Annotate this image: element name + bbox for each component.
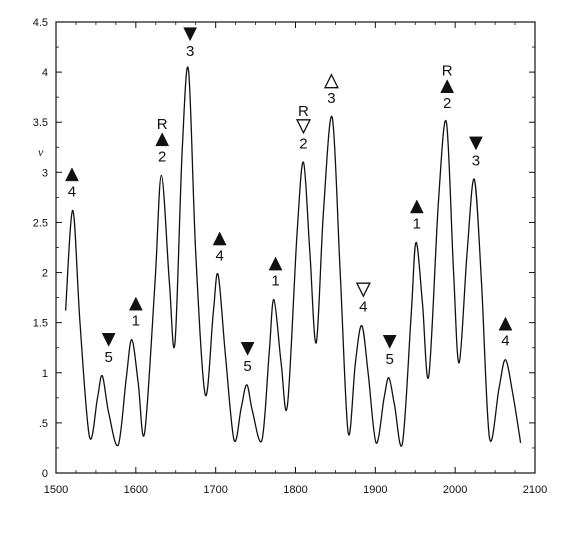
peak-annotation: 4: [498, 316, 513, 350]
y-tick-label: 0: [42, 468, 48, 480]
peak-annotation: 5: [240, 342, 255, 375]
peak-annotation: 1: [128, 296, 143, 330]
filled-down-triangle-marker: [469, 136, 483, 151]
peak-annotation: 3: [469, 136, 483, 169]
y-tick-label: 2.5: [33, 217, 48, 229]
peak-r-label: R: [298, 103, 309, 120]
y-tick-label: 2: [42, 268, 48, 280]
peak-number-label: 1: [132, 313, 140, 330]
filled-up-triangle-marker: [212, 231, 227, 246]
peak-annotation: 2R: [295, 103, 312, 152]
peak-annotation: 4: [355, 282, 371, 316]
x-tick-label: 1600: [124, 484, 148, 496]
peak-number-label: 5: [105, 349, 113, 366]
peak-annotation: 2R: [155, 116, 170, 165]
peak-number-label: 4: [501, 333, 509, 350]
y-tick-label: 4.5: [33, 17, 48, 29]
peak-annotation: 4: [212, 231, 227, 265]
y-tick-label: 1: [42, 368, 48, 380]
axis-ticks: [55, 21, 536, 474]
y-tick-label: .5: [39, 418, 48, 430]
peak-annotation: 3: [183, 27, 198, 60]
peak-number-label: 3: [472, 152, 480, 169]
peak-annotation: 5: [101, 333, 116, 366]
peak-r-label: R: [442, 63, 453, 80]
peak-number-label: 1: [413, 215, 421, 232]
peak-number-label: 3: [186, 43, 194, 60]
peak-annotation: 1: [409, 199, 424, 232]
peak-number-label: 5: [386, 351, 394, 368]
y-tick-label: 3.5: [33, 117, 48, 129]
x-tick-label: 2000: [443, 484, 467, 496]
y-tick-label: 4: [42, 67, 48, 79]
peak-number-label: 4: [68, 183, 76, 200]
peak-number-label: 2: [158, 148, 166, 165]
open-down-triangle-marker: [355, 282, 371, 298]
filled-up-triangle-marker: [440, 79, 455, 93]
series-line: [64, 66, 522, 447]
peak-number-label: 4: [215, 248, 223, 265]
peak-number-label: 2: [443, 95, 451, 112]
peak-annotation: 3: [323, 73, 339, 107]
tick-labels: 1500 1600 1700 1800 1900 2000 2100 0 .5 1 1.5 2 2.5 3…: [33, 17, 548, 496]
filled-down-triangle-marker: [183, 27, 198, 42]
open-down-triangle-marker: [295, 119, 312, 135]
filled-down-triangle-marker: [240, 342, 255, 356]
filled-up-triangle-marker: [268, 256, 283, 271]
open-up-triangle-marker: [323, 73, 339, 89]
filled-up-triangle-marker: [128, 296, 143, 311]
x-tick-label: 1900: [363, 484, 387, 496]
x-tick-label: 2100: [523, 484, 547, 496]
x-tick-label: 1500: [44, 484, 68, 496]
filled-down-triangle-marker: [101, 333, 116, 347]
plot-frame: [55, 21, 536, 474]
y-axis-label: v: [38, 145, 44, 159]
y-tick-label: 3: [42, 167, 48, 179]
peak-number-label: 2: [299, 135, 307, 152]
filled-up-triangle-marker: [409, 199, 424, 214]
filled-down-triangle-marker: [382, 335, 397, 349]
peak-number-label: 5: [243, 358, 251, 375]
peak-r-label: R: [157, 116, 168, 133]
x-tick-label: 1700: [203, 484, 227, 496]
peak-number-label: 3: [327, 90, 335, 107]
y-tick-label: 1.5: [33, 318, 48, 330]
peak-annotation: 5: [382, 335, 397, 368]
filled-up-triangle-marker: [155, 132, 170, 147]
filled-up-triangle-marker: [498, 316, 513, 331]
peak-number-label: 1: [271, 273, 279, 290]
peak-annotation: 4: [65, 167, 79, 200]
peak-annotation: 2R: [440, 63, 455, 112]
filled-up-triangle-marker: [65, 167, 79, 182]
peak-number-label: 4: [359, 299, 367, 316]
x-tick-label: 1800: [283, 484, 307, 496]
peak-annotation: 1: [268, 256, 283, 290]
